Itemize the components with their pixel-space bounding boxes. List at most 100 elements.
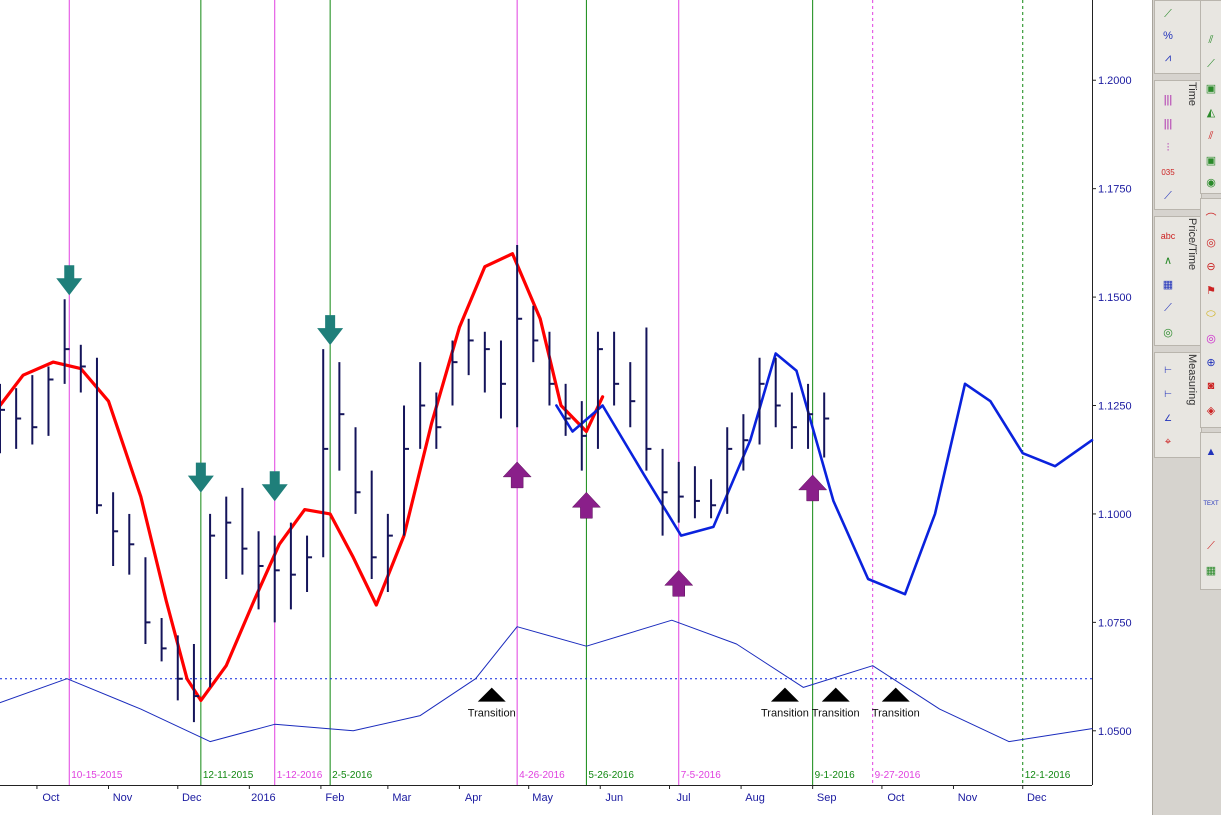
ohlc-bar xyxy=(273,535,280,623)
ohlc-bar xyxy=(790,392,797,449)
up-arrow xyxy=(798,474,828,502)
ohlc-bar xyxy=(580,401,587,471)
cycle-date-label: 2-5-2016 xyxy=(332,770,372,781)
price-tick-label: 1.1750 xyxy=(1098,184,1132,196)
transition-label: Transition xyxy=(812,708,860,720)
trend-line-icon[interactable]: ⟋ xyxy=(1164,7,1172,20)
price-tick-label: 1.0500 xyxy=(1098,726,1132,738)
time-tick-label: Jul xyxy=(676,792,690,804)
ohlc-bar xyxy=(419,362,426,449)
gann-fan-icon[interactable]: ⟋ xyxy=(1207,57,1215,70)
ohlc-bar xyxy=(306,535,313,593)
transition-marker xyxy=(881,687,910,702)
cycle-date-label: 9-27-2016 xyxy=(875,770,921,781)
ohlc-bar xyxy=(629,362,636,428)
time-count-icon[interactable]: 035 xyxy=(1161,167,1175,177)
transition-marker xyxy=(477,687,506,702)
ohlc-bar xyxy=(710,479,717,519)
time-trend-icon[interactable]: ⟋ xyxy=(1164,189,1172,202)
fan-icon[interactable]: ⟋ xyxy=(1164,301,1172,314)
ohlc-bar xyxy=(742,414,749,471)
ohlc-bar xyxy=(807,383,814,449)
ohlc-bar xyxy=(499,340,506,419)
text-label-icon[interactable]: abc xyxy=(1160,231,1176,241)
time-tick-label: Oct xyxy=(42,792,59,804)
transition-marker xyxy=(770,687,799,702)
line-tool-icon[interactable]: ⟋ xyxy=(1207,539,1215,552)
ohlc-bar xyxy=(128,513,135,575)
circle-icon[interactable]: ◎ xyxy=(1206,236,1216,249)
tab-time[interactable]: Time xyxy=(1186,82,1198,107)
tab-price-time[interactable]: Price/Time xyxy=(1186,218,1198,271)
measure-angle-icon[interactable]: ∠ xyxy=(1163,412,1173,423)
ohlc-bar xyxy=(548,331,555,406)
ohlc-bar xyxy=(160,618,167,662)
time-cycle-icon[interactable]: ⫶ xyxy=(1166,141,1170,154)
ohlc-bar xyxy=(435,392,442,449)
spiral-icon[interactable]: ◎ xyxy=(1163,326,1173,339)
up-arrow xyxy=(571,491,601,519)
grid-icon[interactable]: ▦ xyxy=(1162,278,1174,291)
wave-count-icon[interactable]: ∧ xyxy=(1163,254,1173,267)
time-lines-icon[interactable]: ||| xyxy=(1163,94,1173,106)
text-tool-icon[interactable]: TEXT xyxy=(1203,501,1219,507)
toolbar-panel-time: ||| ||| ⫶ 035 ⟋ xyxy=(1154,80,1202,210)
series-line xyxy=(555,352,1094,596)
tab-measuring[interactable]: Measuring xyxy=(1186,354,1198,406)
price-tick-label: 1.2000 xyxy=(1098,75,1132,87)
arc-icon[interactable]: ⌒ xyxy=(1205,213,1217,225)
cycle-date-label: 12-11-2015 xyxy=(203,770,254,781)
ohlc-bar xyxy=(370,470,377,579)
ohlc-bar xyxy=(0,383,5,454)
measure-count-icon[interactable]: ⊢ xyxy=(1164,388,1172,399)
cycle-date-label: 9-1-2016 xyxy=(815,770,855,781)
ring-icon[interactable]: ◙ xyxy=(1207,380,1215,392)
time-tick-label: Dec xyxy=(182,792,202,804)
time-tick-label: Dec xyxy=(1027,792,1047,804)
zigzag-icon[interactable]: ⩘ xyxy=(1164,51,1172,64)
channel-icon[interactable]: ⫽ xyxy=(1208,33,1214,46)
toolbar-panel-price-time: abc ∧ ▦ ⟋ ◎ xyxy=(1154,216,1202,346)
ohlc-bar xyxy=(225,496,232,579)
box-icon[interactable]: ▣ xyxy=(1205,82,1217,95)
diamond-icon[interactable]: ◈ xyxy=(1206,404,1216,417)
ohlc-bar xyxy=(774,357,781,428)
ohlc-bar xyxy=(31,375,38,445)
ohlc-bar xyxy=(15,388,22,449)
parallel-lines-icon[interactable]: ⫽ xyxy=(1208,129,1214,142)
ellipse-icon[interactable]: ⊖ xyxy=(1206,260,1216,273)
time-tick-label: Oct xyxy=(887,792,904,804)
ohlc-bar xyxy=(241,487,248,575)
transition-label: Transition xyxy=(761,708,809,720)
up-arrow-icon[interactable]: ▲ xyxy=(1205,446,1217,458)
toolbar-strip-lower: ▲ TEXT ⟋ ▦ xyxy=(1200,432,1221,590)
target-icon[interactable]: ◎ xyxy=(1206,332,1216,345)
flag-icon[interactable]: ⚑ xyxy=(1206,284,1216,297)
toolbar-strip-upper: ⫽ ⟋ ▣ ◭ ⫽ ▣ ◉ xyxy=(1200,0,1221,194)
time-bars-icon[interactable]: ||| xyxy=(1163,118,1173,130)
ohlc-bar xyxy=(645,327,652,471)
chart-canvas[interactable]: 10-15-2015 12-11-2015 1-12-2016 2-5-2016 4-2… xyxy=(0,0,1152,815)
crosshair-icon[interactable]: ⌖ xyxy=(1164,435,1172,448)
cycle-date-label: 7-5-2016 xyxy=(681,770,721,781)
eye-icon[interactable]: ◉ xyxy=(1206,176,1216,189)
price-tick-label: 1.1000 xyxy=(1098,509,1132,521)
oval-icon[interactable]: ⬭ xyxy=(1206,307,1216,320)
time-tick-label: Jun xyxy=(605,792,623,804)
price-tick-label: 1.0750 xyxy=(1098,617,1132,629)
time-tick-label: May xyxy=(532,792,553,804)
ohlc-bar xyxy=(338,362,345,471)
ohlc-bar xyxy=(386,513,393,593)
measure-bars-icon[interactable]: ⊢ xyxy=(1164,364,1172,375)
time-tick-label: Nov xyxy=(113,792,133,804)
transition-marker xyxy=(821,687,850,702)
ohlc-bar xyxy=(467,318,474,376)
ohlc-bar xyxy=(257,531,264,610)
ohlc-bar xyxy=(677,461,684,523)
percent-icon[interactable]: % xyxy=(1163,30,1173,42)
globe-icon[interactable]: ⊕ xyxy=(1206,356,1216,369)
square-icon[interactable]: ▣ xyxy=(1205,154,1217,167)
triangle-icon[interactable]: ◭ xyxy=(1206,106,1216,119)
grid-tool-icon[interactable]: ▦ xyxy=(1205,564,1217,577)
cycle-date-label: 5-26-2016 xyxy=(588,770,634,781)
